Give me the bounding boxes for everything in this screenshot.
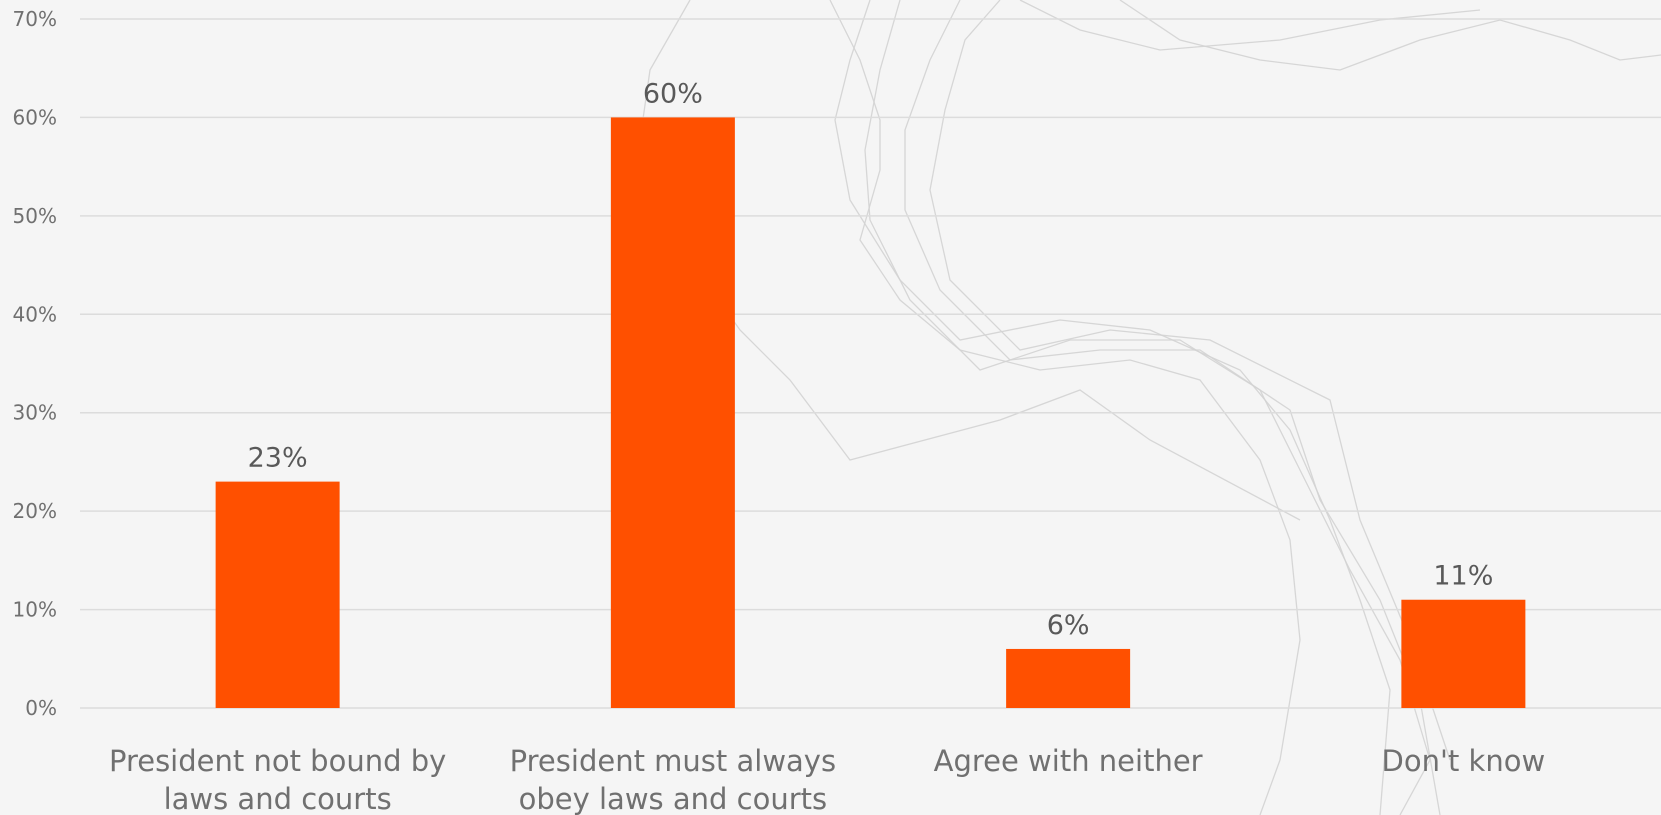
y-tick-label: 10% xyxy=(13,598,57,622)
y-tick-label: 60% xyxy=(13,105,57,129)
category-label: Agree with neither xyxy=(934,744,1203,778)
bar xyxy=(215,481,340,708)
bar xyxy=(610,117,735,708)
category-label: President must always xyxy=(510,744,836,778)
y-tick-label: 70% xyxy=(13,7,57,31)
category-label: President not bound by xyxy=(109,744,446,778)
category-labels: President not bound by laws and courts Pre… xyxy=(109,744,1545,815)
y-tick-label: 50% xyxy=(13,204,57,228)
bar xyxy=(1401,599,1526,708)
category-label: obey laws and courts xyxy=(519,782,828,815)
y-axis-tick-labels: 0% 10% 20% 30% 40% 50% 60% 70% xyxy=(13,7,57,720)
data-label: 23% xyxy=(248,443,308,474)
data-labels: 23% 60% 6% 11% xyxy=(248,78,1494,641)
y-tick-label: 0% xyxy=(25,696,57,720)
data-label: 6% xyxy=(1047,610,1090,641)
y-tick-label: 30% xyxy=(13,401,57,425)
data-label: 11% xyxy=(1433,561,1493,592)
category-label: Don't know xyxy=(1382,744,1546,778)
gridlines xyxy=(80,18,1661,709)
y-tick-label: 40% xyxy=(13,302,57,326)
background-decoration xyxy=(634,0,1661,815)
category-label: laws and courts xyxy=(164,782,392,815)
bars xyxy=(215,117,1526,708)
data-label: 60% xyxy=(643,78,703,109)
y-tick-label: 20% xyxy=(13,499,57,523)
bar xyxy=(1006,648,1131,708)
